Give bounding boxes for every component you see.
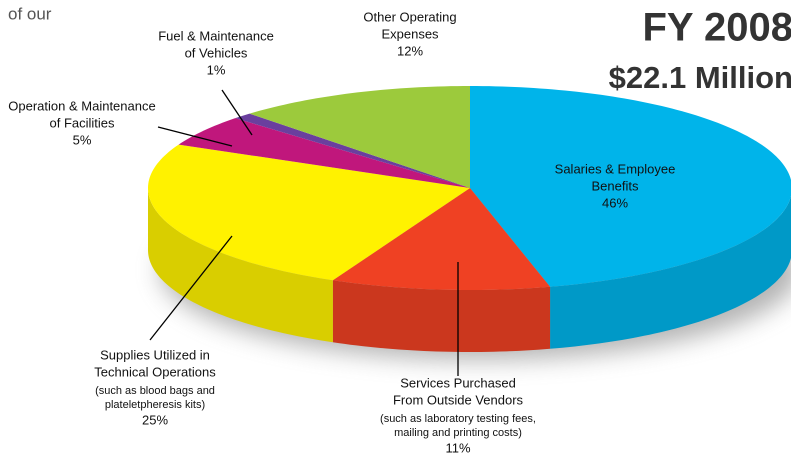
value-label: 5%: [73, 132, 92, 147]
value-label: 1%: [207, 62, 226, 77]
slice-note: (such as laboratory testing fees,: [380, 413, 536, 425]
slice-note: plateletpheresis kits): [105, 399, 205, 411]
slice-label: Services Purchased: [400, 375, 516, 390]
slice-label: Expenses: [381, 26, 439, 41]
slice: [249, 86, 470, 188]
leader-line: [149, 235, 233, 341]
slice-side: [550, 196, 791, 349]
intro-text: of our: [8, 4, 52, 23]
slice-label: From Outside Vendors: [393, 392, 524, 407]
slice: [235, 113, 470, 188]
slice-side: [332, 280, 551, 352]
slice-label: Fuel & Maintenance: [158, 28, 274, 43]
value-label: 12%: [397, 43, 423, 58]
value-label: 11%: [445, 440, 470, 455]
leader-line: [157, 126, 233, 147]
slice: [332, 188, 551, 290]
labels: Salaries & Employee Benefits 46% Services P…: [8, 9, 675, 455]
slice: [148, 144, 470, 281]
chart-title: FY 2008: [643, 6, 791, 50]
value-label: 46%: [602, 195, 628, 210]
slice-label: Technical Operations: [94, 364, 216, 379]
slice-label: Salaries & Employee: [555, 161, 676, 176]
slice: [178, 118, 470, 188]
slice-label: Benefits: [592, 178, 639, 193]
slice-note: mailing and printing costs): [394, 427, 522, 439]
slice-side: [148, 188, 333, 343]
slice-label: of Vehicles: [185, 45, 248, 60]
slice-label: Other Operating: [363, 9, 456, 24]
pie: [148, 86, 791, 352]
slice: [470, 86, 791, 287]
slice-label: Operation & Maintenance: [8, 98, 155, 113]
slice-note: (such as blood bags and: [95, 385, 215, 397]
slice-label: of Facilities: [49, 115, 115, 130]
value-label: 25%: [142, 412, 168, 427]
leader-line: [221, 89, 253, 136]
chart-subtitle: $22.1 Million: [609, 60, 791, 95]
slice-label: Supplies Utilized in: [100, 347, 210, 362]
